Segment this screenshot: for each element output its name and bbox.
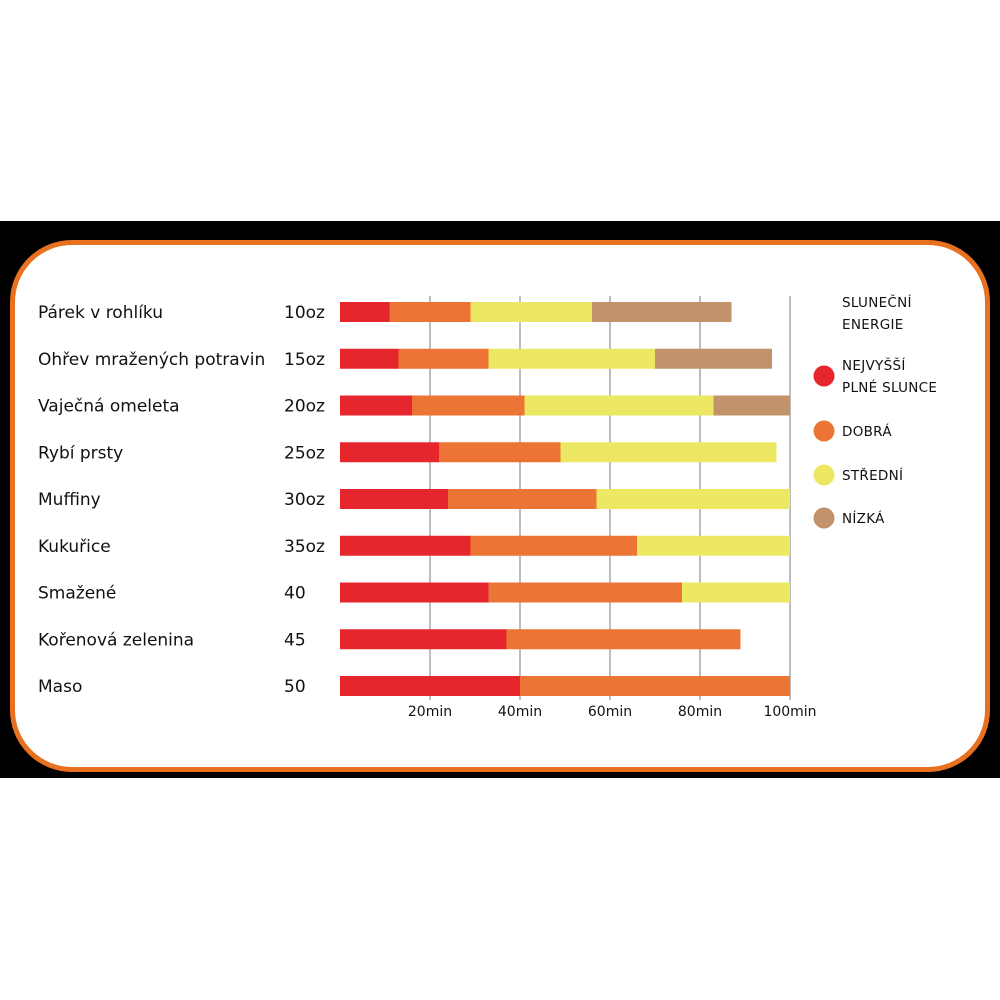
bar-segment-1-4	[592, 302, 732, 322]
category-label: Kořenová zelenina	[38, 630, 194, 650]
category-label: Kukuřice	[38, 537, 111, 557]
quantity-label: 40	[284, 584, 306, 604]
bar-segment-6-2	[470, 535, 637, 556]
bar-segment-7-2	[488, 582, 682, 603]
legend-label: DOBRÁ	[842, 423, 892, 440]
bar-segment-2-2	[398, 348, 489, 369]
category-label: Párek v rohlíku	[38, 303, 163, 323]
quantity-label: 20oz	[284, 397, 325, 417]
category-label: Vaječná omeleta	[38, 397, 180, 417]
category-labels: Párek v rohlíku 10oz Ohřev mražených potra…	[38, 303, 325, 697]
bar-segment-6-3	[637, 535, 790, 556]
bar-segment-4-3	[560, 442, 777, 463]
quantity-label: 15oz	[284, 350, 325, 370]
legend-title: SLUNEČNÍ	[842, 293, 912, 311]
x-tick-label: 40min	[498, 704, 542, 720]
quantity-label: 45	[284, 630, 306, 650]
bar-segment-9-2	[520, 676, 790, 696]
category-label: Rybí prsty	[38, 443, 123, 463]
bar-segment-5-2	[448, 489, 597, 509]
bars	[340, 302, 790, 696]
legend-swatch-2	[813, 420, 835, 442]
category-label: Smažené	[38, 584, 116, 604]
category-label: Muffiny	[38, 490, 101, 510]
legend: SLUNEČNÍ ENERGIE NEJVYŠŠÍ PLNÉ SLUNCE DOBRÁ S…	[813, 293, 937, 529]
bar-segment-5-3	[596, 489, 790, 509]
legend-swatch-3	[813, 464, 835, 486]
legend-title: ENERGIE	[842, 317, 904, 333]
x-tick-label: 80min	[678, 704, 722, 720]
quantity-label: 30oz	[284, 490, 325, 510]
bar-segment-2-4	[655, 348, 772, 369]
bar-segment-1-3	[470, 302, 592, 322]
bar-segment-9-1	[340, 676, 520, 696]
quantity-label: 10oz	[284, 303, 325, 323]
category-label: Maso	[38, 677, 82, 697]
bar-segment-5-1	[340, 489, 448, 509]
bar-segment-8-2	[506, 629, 741, 650]
legend-swatch-1	[813, 365, 835, 387]
quantity-label: 50	[284, 677, 306, 697]
x-tick-label: 100min	[763, 704, 816, 720]
bar-segment-2-1	[340, 348, 399, 369]
x-tick-label: 20min	[408, 704, 452, 720]
bar-segment-4-2	[439, 442, 561, 463]
legend-label: NÍZKÁ	[842, 510, 885, 527]
bar-segment-4-1	[340, 442, 439, 463]
bar-segment-2-3	[488, 348, 655, 369]
x-tick-label: 60min	[588, 704, 632, 720]
bar-segment-3-1	[340, 395, 412, 416]
legend-swatch-4	[813, 507, 835, 529]
bar-segment-1-2	[389, 302, 471, 322]
bar-segment-3-4	[713, 395, 790, 416]
bar-segment-1-1	[340, 302, 390, 322]
bar-segment-7-1	[340, 582, 489, 603]
quantity-label: 35oz	[284, 537, 325, 557]
bar-segment-3-3	[524, 395, 714, 416]
bar-segment-6-1	[340, 535, 471, 556]
bar-segment-3-2	[412, 395, 525, 416]
category-label: Ohřev mražených potravin	[38, 350, 265, 370]
legend-label: STŘEDNÍ	[842, 467, 903, 484]
legend-label: NEJVYŠŠÍ	[842, 356, 906, 374]
bar-segment-8-1	[340, 629, 507, 650]
legend-label: PLNÉ SLUNCE	[842, 379, 937, 396]
x-axis-ticks: 20min 40min 60min 80min 100min	[408, 704, 817, 720]
bar-segment-7-3	[682, 582, 790, 603]
quantity-label: 25oz	[284, 443, 325, 463]
